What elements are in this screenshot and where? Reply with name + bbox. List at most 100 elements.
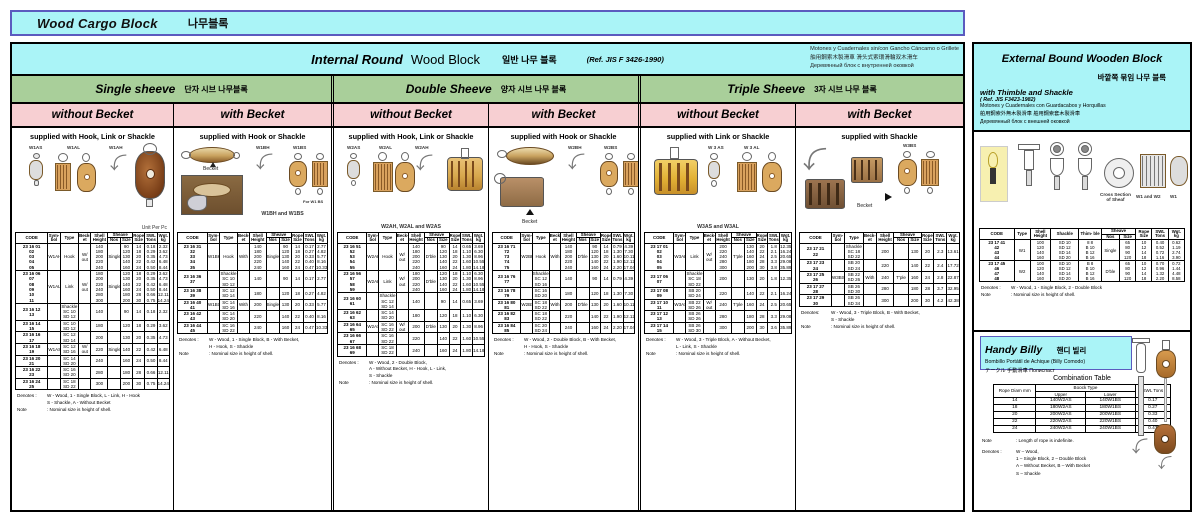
cell-swl: 3.3 — [767, 310, 781, 323]
cell-rope: 24 — [448, 343, 462, 357]
cell-symbol — [366, 343, 380, 357]
cell-rope: 14 — [291, 270, 304, 288]
table-row: 23 16 12 13 Shackle SC 10 SD 12 140 90 14 0.1… — [14, 302, 171, 321]
cell-becket — [702, 270, 716, 288]
cell-wgt: 12.11 — [156, 366, 171, 379]
cell-shell: 140 — [249, 270, 267, 288]
cell-wgt: 4.39 — [622, 270, 636, 288]
internal-round-panel: Internal Round Wood Block 일반 나무 블록 (Ref.… — [10, 42, 965, 512]
cell-nos: Single — [265, 298, 280, 312]
tbody-double-with: 23 16 71 72 73 74 75W2BHHookWith140 180 … — [491, 242, 636, 335]
cell-code: 23 16 31 32 33 34 35 — [177, 242, 208, 272]
table-single-with-becket: CODE Sym- bol Type Beck- et Shell Height… — [177, 231, 328, 335]
cell-swl: 2.8 — [933, 271, 948, 284]
th-shell: Shell Height — [90, 232, 109, 244]
external-bound-title: External Bound Wooden Block — [1001, 53, 1163, 65]
product-columns: supplied with Hook, Link or Shackle W1AS… — [12, 128, 963, 512]
handy-billy-panel: Handy Billy 핸디 빌리 Bombillo Portátil de A… — [972, 330, 1192, 512]
illustration-triple-with: ⤵ Becket W3BS — [799, 143, 960, 231]
cell-size: 140 — [588, 310, 601, 323]
becket-arrow-icon — [210, 162, 216, 167]
cell-becket: W/ out — [702, 298, 716, 312]
cell-size: 120 — [279, 286, 292, 300]
cell-wgt: 12.35 16.24 20.65 29.08 35.89 — [779, 242, 792, 272]
denotes-handy-b: 1 – Single Block, 2 – Double Block — [1016, 456, 1087, 462]
cell-lower: 240W1BS — [1085, 425, 1136, 434]
cell-size: 160 — [907, 271, 922, 284]
table-double-with-becket: CODE Sym- bol Type Beck- et Shell Height… — [491, 231, 636, 335]
cell-shell: 180 200 220 240 — [407, 270, 425, 294]
cell-swl: 2.20 — [611, 321, 624, 335]
cell-type: Shackle SC 12 SD 16 — [531, 270, 550, 288]
cell-swl: 0.29 — [144, 319, 158, 333]
note-text-6: : Nominal size is height of shell. — [831, 323, 896, 329]
th-symbol-4: Sym- bol — [520, 232, 533, 244]
handy-billy-sub1: Bombillo Portátil de Achique (Billy Como… — [985, 359, 1086, 365]
cell-becket: W/ out — [78, 242, 92, 272]
cell-nos — [423, 343, 438, 357]
table-combination: Rope Diam mm Boock Type SWL Tons Upper L… — [992, 383, 1172, 434]
table-external-bound: CODE Type Shell Height Shackle Thim- ble… — [979, 228, 1186, 283]
cell-symbol — [207, 310, 220, 323]
note-text-1: : Nominal size is height of shell. — [47, 407, 112, 413]
table-row: 23 17 01 02 03 04 05 W3AL Link W/ out 200 22… — [643, 242, 792, 272]
cell-rope: 20 — [291, 298, 304, 312]
cell-nos: T'ple — [730, 242, 745, 272]
column-single-with-becket: supplied with Hook or Shackle Becket W1B… — [174, 128, 334, 512]
cell-shell: 200 — [249, 298, 267, 312]
note-text-2: : Nominal size is height of shell. — [209, 351, 274, 357]
cell-nos: D'ble — [575, 242, 590, 272]
illus-label-w1ah: W1AH — [109, 145, 123, 150]
cell-type: Shackle SC 10 SD 12 — [59, 302, 80, 321]
handy-billy-footnote: Note: Length of rope is indefinite. Deno… — [974, 433, 1190, 477]
handy-billy-title: Handy Billy — [985, 344, 1043, 356]
tbody-external: 23 17 41 42 43 44 W1 100 120 140 160 SD 10 … — [979, 238, 1186, 283]
cell-nos — [575, 270, 590, 288]
cell-symbol — [207, 321, 220, 335]
cell-type: Shackle SC 18 SD 22 — [843, 242, 864, 261]
cell-type: Hook — [59, 242, 80, 272]
cell-swl: 0.47 — [303, 321, 316, 335]
table-row: 23 16 22 23 SC 16 SD 20 280 180 28 0.66 12.11 — [14, 366, 171, 379]
cell-becket — [237, 286, 250, 300]
illus-label-w3al: W 3 AL — [744, 145, 760, 150]
internal-round-title-korean: 일반 나무 블록 — [502, 54, 557, 65]
table-row: 23 17 21 22 Shackle SC 18 SD 22 200 130 20 2.… — [799, 242, 960, 261]
cell-type: SC 14 SD 16 — [219, 298, 238, 312]
cell-symbol — [831, 294, 845, 307]
cell-nos — [893, 282, 909, 296]
cell-shell: 220 — [90, 342, 109, 356]
cell-becket: With — [548, 242, 562, 272]
note-key-6: Note — [801, 323, 811, 329]
th-swl: SWL Tons — [144, 232, 158, 244]
footnote-triple-with: Denotes: W - Wood, 3 - Triple Block, B - … — [799, 307, 960, 331]
cell-becket — [237, 270, 250, 288]
cell-nos — [423, 292, 438, 311]
cell-wgt: 2.32 3.62 4.73 6.48 8.44 — [156, 242, 171, 272]
table-row: 23 16 44 45 SC 16 SD 22 240 160 24 0.47 10.33 — [177, 321, 328, 335]
th-sheave-nos-5: Nos — [730, 237, 745, 244]
cross-section-label: Cross Section of Sheaf — [1100, 192, 1131, 203]
cell-becket: W/ out — [395, 320, 409, 334]
cell-size: 180 — [743, 310, 757, 323]
cell-becket — [78, 331, 92, 344]
table-row: 23 16 64 65W2ASSC 16 SD 22W/ out200D'ble… — [336, 320, 485, 334]
cell-nos: D'ble — [423, 320, 438, 334]
cell-type: SC 12 SD 14 — [219, 286, 238, 300]
cell-wgt: 12.35 — [779, 270, 792, 288]
cell-symbol — [366, 309, 380, 322]
table-row: 23 16 60 61 Shackle SC 12 SD 14 140 90 14 0.6… — [336, 292, 485, 311]
footnote-triple-without: Denotes : W - Wood, 3 - Triple Block, A -… — [644, 334, 792, 358]
table-row: 23 17 08 09 SB 20 SD 24 220 140 22 2.1 16.24 — [643, 286, 792, 300]
th-type-3: Type — [378, 232, 397, 244]
cell-size: 200 — [743, 321, 757, 335]
table-wrap-single-with: CODE Sym- bol Type Beck- et Shell Height… — [174, 231, 331, 512]
cell-size: 120 130 140 160 — [436, 270, 450, 294]
th-swl-3: SWL Tons — [460, 232, 474, 244]
cell-wgt: 6.30 — [472, 309, 485, 322]
th-sheave-nos-ext: Nos — [1100, 233, 1121, 241]
cell-type: SB 26 SD 30 — [685, 321, 704, 335]
th-type-5: Type — [685, 232, 704, 244]
note-key-5: Note — [646, 351, 656, 357]
table-double-without-becket: CODE Sym- bol Type Beck- et Shell Height… — [336, 231, 485, 357]
